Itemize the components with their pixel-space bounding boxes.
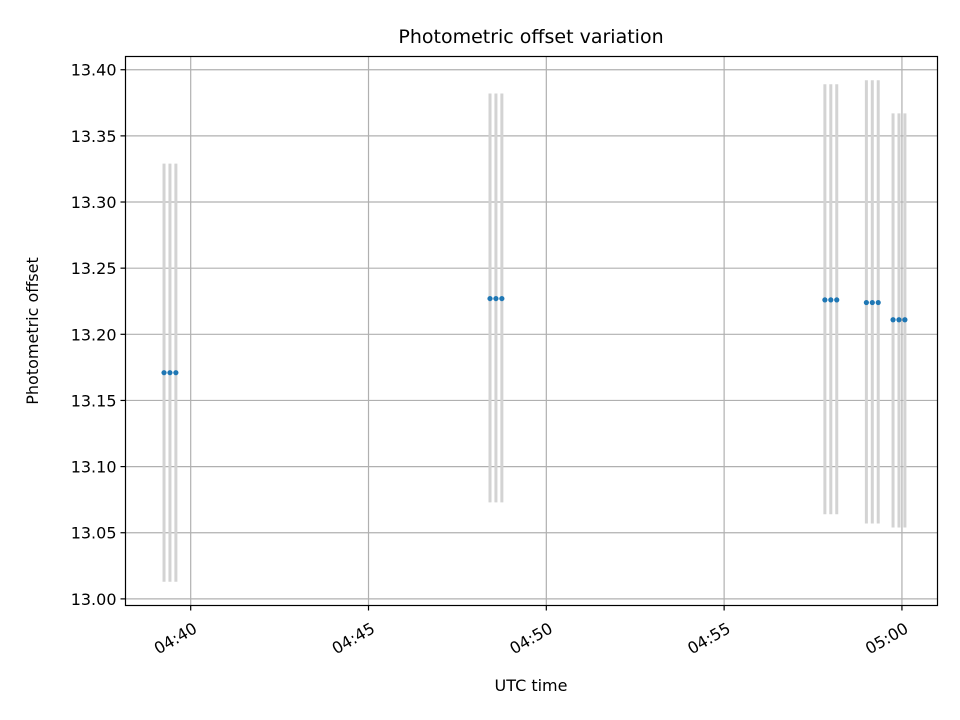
y-tick-label: 13.35 — [71, 127, 117, 146]
data-point — [896, 317, 902, 323]
data-point — [869, 299, 875, 306]
y-tick-label: 13.20 — [71, 325, 117, 344]
plot-frame — [124, 55, 939, 607]
y-tick-label: 13.00 — [71, 590, 117, 609]
data-point — [499, 295, 505, 302]
grid — [125, 56, 938, 606]
data-point — [875, 299, 881, 306]
y-axis-label: Photometric offset — [23, 257, 42, 405]
data-points — [161, 295, 908, 376]
chart-title: Photometric offset variation — [398, 26, 663, 48]
data-point — [493, 295, 499, 302]
data-point — [173, 370, 179, 376]
y-axis: 13.00 13.05 13.10 13.15 13.20 13.25 13.30 13.35… — [71, 61, 126, 609]
data-point — [902, 317, 908, 323]
data-point — [863, 299, 869, 306]
y-tick-label: 13.30 — [71, 193, 117, 212]
data-point — [834, 297, 840, 303]
data-point — [828, 297, 834, 303]
y-tick-label: 13.10 — [71, 458, 117, 477]
y-tick-label: 13.40 — [71, 61, 117, 80]
data-point — [161, 370, 167, 376]
data-point — [167, 370, 173, 376]
data-point — [487, 295, 493, 302]
y-tick-label: 13.15 — [71, 391, 117, 410]
data-point — [822, 297, 828, 303]
data-point — [890, 317, 896, 323]
y-tick-label: 13.25 — [71, 259, 117, 278]
x-axis-label: UTC time — [495, 676, 568, 695]
y-tick-label: 13.05 — [71, 524, 117, 543]
